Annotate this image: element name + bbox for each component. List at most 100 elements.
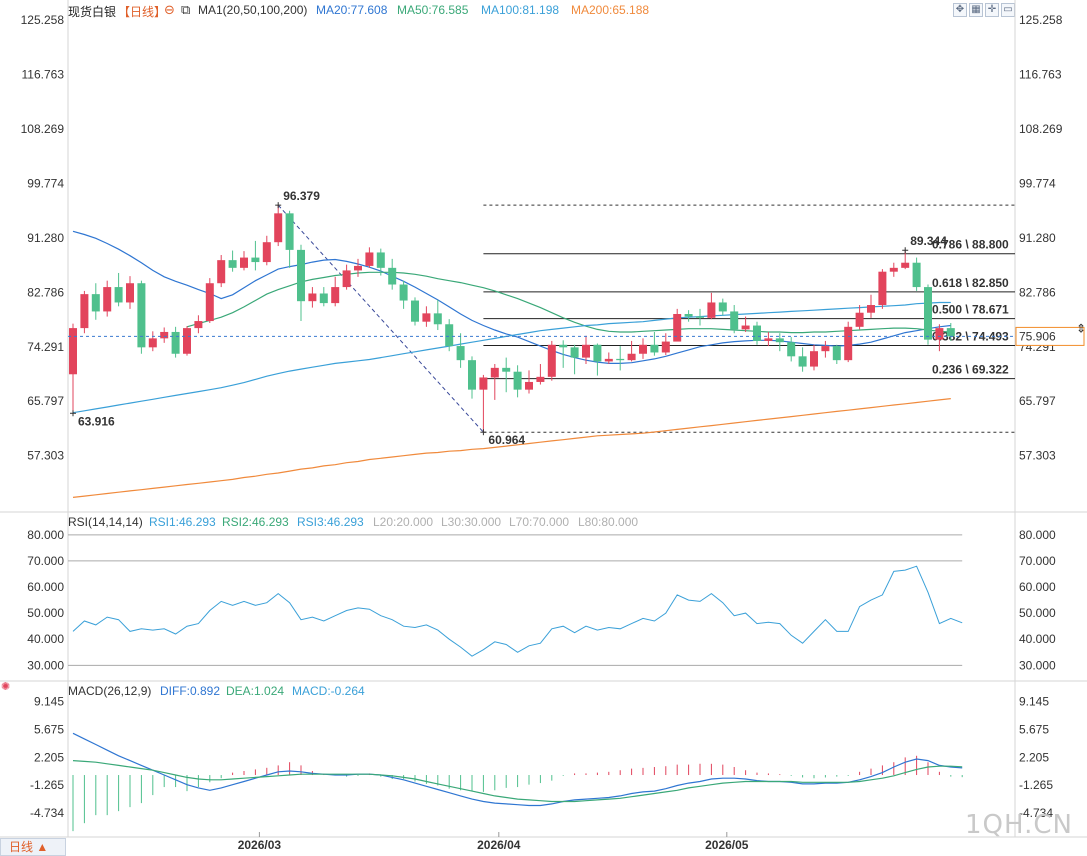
macd-y-tick-left: 5.675 — [34, 723, 64, 737]
macd-y-tick-right: -4.734 — [1019, 806, 1053, 820]
y-tick-left: 108.269 — [21, 122, 65, 136]
period-label[interactable]: 【日线】 — [118, 5, 167, 19]
macd-dea-line — [72, 760, 963, 803]
candle-body — [832, 346, 841, 361]
ma20-value: MA20:77.608 — [316, 3, 388, 17]
candle-body — [160, 331, 169, 339]
y-tick-right: 65.797 — [1019, 394, 1056, 408]
y-tick-left: 82.786 — [27, 285, 64, 299]
extreme-label: 60.964 — [488, 433, 525, 447]
macd-y-tick-right: 2.205 — [1019, 750, 1049, 764]
candle-body — [433, 313, 442, 325]
candle-body — [354, 265, 362, 271]
crosshair-icon[interactable]: ✛ — [985, 3, 999, 17]
y-tick-right: 99.774 — [1019, 176, 1056, 190]
candle-body — [718, 302, 727, 312]
macd-y-tick-right: 9.145 — [1019, 695, 1049, 709]
diff-value: DIFF:0.892 — [160, 684, 221, 698]
y-tick-left: 116.763 — [22, 67, 65, 81]
extreme-label: 89.344 — [910, 234, 947, 248]
rsi-y-tick-right: 30.000 — [1019, 658, 1056, 672]
candle-body — [798, 356, 807, 367]
y-tick-right: 125.258 — [1019, 13, 1063, 27]
candle-body — [707, 302, 716, 318]
rsi-y-tick-right: 50.000 — [1019, 606, 1056, 620]
candle-body — [536, 376, 545, 382]
y-tick-right: 91.280 — [1019, 231, 1056, 245]
y-tick-left: 65.797 — [27, 394, 64, 408]
candle-body — [547, 344, 556, 377]
candle-body — [205, 283, 214, 322]
candle-body — [297, 249, 305, 302]
candle-body — [91, 294, 100, 312]
l70-value: L70:70.000 — [509, 515, 570, 529]
rsi-y-tick-left: 30.000 — [27, 658, 64, 672]
ma-line-ma50 — [186, 271, 951, 334]
expand-icon[interactable]: ✥ — [953, 3, 967, 17]
macd-y-tick-left: -1.265 — [30, 778, 64, 792]
period-selector-button[interactable]: 日线 ▲ — [0, 838, 66, 856]
grid-icon[interactable]: ▦ — [969, 3, 983, 17]
watermark: 1QH.CN — [965, 810, 1073, 840]
macd-label[interactable]: MACD(26,12,9) — [68, 684, 152, 698]
candle-body — [559, 344, 568, 348]
candle-body — [342, 270, 351, 288]
candle-body — [867, 305, 875, 313]
rsi-label[interactable]: RSI(14,14,14) — [68, 515, 143, 529]
candle-body — [741, 325, 750, 330]
candle-body — [582, 344, 590, 358]
candle-body — [148, 338, 157, 348]
l30-value: L30:30.000 — [441, 515, 502, 529]
candle-body — [183, 328, 191, 354]
candle-body — [593, 344, 602, 362]
current-price-tag — [1015, 326, 1085, 346]
y-tick-left: 57.303 — [27, 449, 64, 463]
rsi1-value: RSI1:46.293 — [149, 515, 216, 529]
fib-level-label: 0.236 \ 69.322 — [932, 363, 1009, 377]
y-tick-left: 91.280 — [27, 231, 64, 245]
rsi-y-tick-right: 60.000 — [1019, 580, 1056, 594]
fib-level-label: 0.786 \ 88.800 — [932, 238, 1009, 252]
candle-body — [468, 360, 476, 390]
ma-label[interactable]: MA1(20,50,100,200) — [198, 3, 308, 17]
candle-body — [810, 351, 818, 367]
rsi3-value: RSI3:46.293 — [297, 515, 364, 529]
candle-body — [673, 314, 682, 342]
candle-body — [376, 252, 385, 268]
candle-body — [80, 294, 89, 329]
candle-body — [319, 293, 328, 304]
macd-y-tick-left: 2.205 — [34, 750, 64, 764]
candle-body — [513, 371, 522, 390]
candle-body — [285, 213, 294, 250]
candle-body — [764, 338, 773, 341]
rsi-y-tick-left: 60.000 — [27, 580, 64, 594]
rsi2-value: RSI2:46.293 — [222, 515, 289, 529]
rsi-y-tick-left: 70.000 — [27, 554, 64, 568]
ma50-value: MA50:76.585 — [397, 3, 469, 17]
y-tick-right: 82.786 — [1019, 285, 1056, 299]
macd-settings-icon[interactable]: ✺ — [1, 681, 11, 693]
candle-body — [228, 260, 237, 268]
candle-body — [479, 377, 488, 390]
y-tick-left: 99.774 — [27, 176, 64, 190]
rsi-y-tick-right: 70.000 — [1019, 554, 1056, 568]
candle-body — [924, 287, 932, 340]
indicator-icon[interactable]: ⧉ — [181, 2, 191, 17]
ma-line-ma200 — [72, 398, 951, 498]
candle-body — [251, 257, 260, 263]
candle-body — [878, 271, 887, 306]
candle-body — [331, 287, 340, 304]
candle-body — [684, 314, 693, 317]
candle-body — [103, 287, 112, 312]
candle-body — [775, 338, 784, 343]
candle-body — [274, 213, 283, 243]
x-tick-label: 2026/05 — [705, 838, 749, 852]
settings-gear-icon[interactable]: ⊖ — [164, 2, 175, 17]
candle-body — [844, 326, 853, 361]
y-tick-right: 57.303 — [1019, 449, 1056, 463]
x-tick-label: 2026/04 — [477, 838, 521, 852]
macd-diff-line — [72, 732, 963, 807]
rsi-y-tick-right: 80.000 — [1019, 528, 1056, 542]
candle-body — [730, 311, 739, 330]
